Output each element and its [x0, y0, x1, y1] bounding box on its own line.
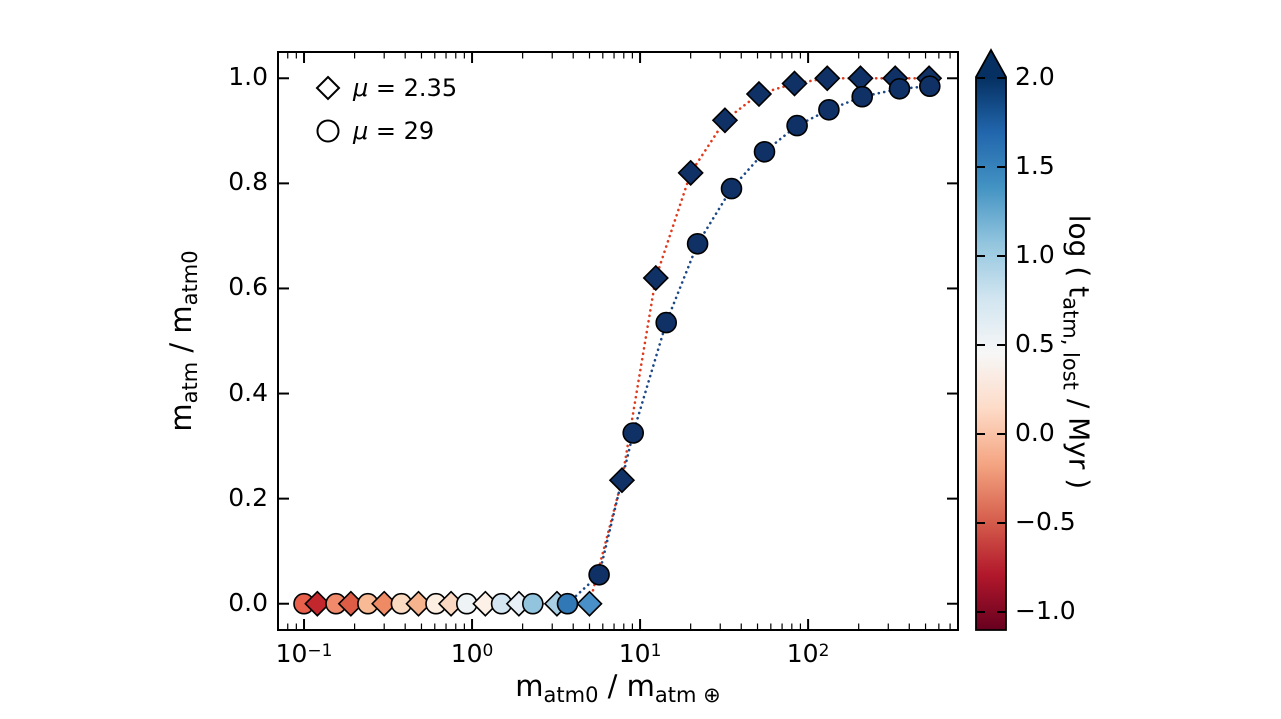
data-point-diamond	[642, 264, 669, 292]
label-part: atm0	[178, 250, 202, 306]
y-tick-label: 0.4	[228, 377, 268, 407]
mu-symbol: μ	[353, 74, 369, 102]
y-tick-label: 0.0	[228, 587, 268, 617]
data-point-circle	[655, 311, 678, 334]
data-point-diamond	[781, 70, 808, 97]
x-tick-label: 10−1	[275, 639, 333, 668]
colorbar-tick-label: 2.0	[1015, 62, 1055, 91]
data-point-circle	[686, 233, 709, 255]
y-tick-label: 1.0	[228, 62, 268, 92]
axes-frame	[277, 51, 959, 631]
colorbar-tick-label: 0.5	[1015, 329, 1055, 358]
data-point-circle	[851, 85, 874, 108]
data-point-diamond	[677, 159, 704, 186]
data-point-circle	[556, 592, 579, 615]
colorbar-label: log ( tatm, lost / Myr )	[1059, 215, 1096, 489]
x-tick-label: 100	[450, 639, 494, 668]
data-point-circle	[818, 99, 840, 121]
legend-entry-mu-2.35: μ = 2.35	[315, 74, 457, 102]
data-point-diamond	[608, 467, 636, 494]
x-tick-label: 101	[618, 639, 662, 668]
mu-symbol: μ	[353, 117, 369, 145]
y-tick-label: 0.2	[228, 482, 268, 512]
data-point-diamond	[576, 590, 603, 617]
label-part: m	[515, 669, 544, 703]
data-point-circle	[753, 141, 776, 163]
data-point-diamond	[745, 80, 773, 108]
data-point-circle	[888, 78, 911, 100]
label-part: atm ⊕	[654, 683, 721, 707]
legend-label: μ = 29	[353, 117, 434, 145]
label-part: atm, lost	[1058, 297, 1083, 390]
colorbar-tick-label: 1.0	[1015, 240, 1055, 269]
y-tick-label: 0.6	[228, 272, 268, 302]
series-line-1	[302, 84, 932, 606]
x-tick-label: 102	[786, 639, 830, 668]
legend-value: = 2.35	[368, 74, 458, 102]
y-axis-label: matm / matm0	[164, 250, 202, 431]
colorbar-gradient	[975, 48, 1007, 631]
label-part: atm0	[543, 683, 599, 707]
y-tick-label: 0.8	[228, 167, 268, 197]
colorbar-tick-label: 0.0	[1015, 418, 1055, 447]
data-point-diamond	[711, 107, 739, 134]
series-line-0	[315, 77, 931, 606]
label-part: atm	[178, 361, 202, 404]
legend-value: = 29	[368, 117, 435, 145]
data-point-circle	[622, 422, 645, 444]
label-part: log ( t	[1062, 214, 1096, 298]
data-point-circle	[786, 114, 808, 137]
legend-entry-mu-29: μ = 29	[315, 117, 434, 145]
data-point-circle	[720, 177, 743, 200]
colorbar-tick-label: −1.0	[1015, 596, 1076, 625]
data-point-circle	[521, 592, 544, 615]
legend-label: μ = 2.35	[353, 74, 457, 102]
data-point-diamond	[304, 590, 331, 617]
colorbar-tick-label: 1.5	[1015, 151, 1055, 180]
label-part: / m	[598, 669, 655, 703]
data-point-diamond	[814, 65, 841, 92]
label-part: / m	[164, 305, 198, 362]
label-part: / Myr )	[1062, 389, 1096, 490]
diamond-marker-icon	[315, 75, 341, 101]
data-point-circle	[588, 563, 610, 586]
circle-marker-icon	[316, 119, 340, 143]
label-part: m	[164, 403, 198, 432]
colorbar-tick-label: −0.5	[1015, 507, 1076, 536]
x-axis-label: matm0 / matm ⊕	[515, 669, 720, 707]
data-point-circle	[918, 75, 941, 97]
